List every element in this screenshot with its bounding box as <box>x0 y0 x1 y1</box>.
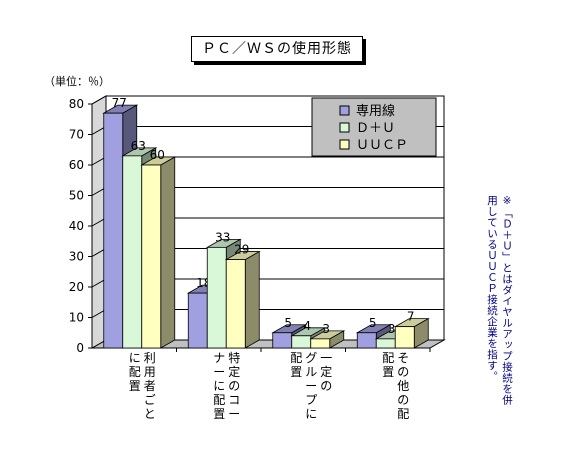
legend-swatch <box>339 139 350 150</box>
bar-1-3 <box>141 164 162 349</box>
category-label-char: 利 <box>144 351 156 365</box>
category-label-char: 定 <box>320 364 332 379</box>
category-label-char: 他 <box>397 379 409 393</box>
category-label-char: そ <box>397 351 409 365</box>
y-tick-label: 70 <box>69 128 84 142</box>
legend-swatch <box>339 105 350 116</box>
data-label: 3 <box>388 322 396 336</box>
bar-3-3 <box>310 338 331 349</box>
category-label-char: 配 <box>382 351 394 365</box>
category-label-char: 一 <box>320 351 332 365</box>
category-label-char: グ <box>305 351 317 365</box>
bar-4-3 <box>394 326 415 349</box>
bar-2-1 <box>187 292 208 349</box>
category-label-char: ル <box>305 365 317 379</box>
data-label: 7 <box>407 310 415 324</box>
bar-2-3 <box>225 259 246 349</box>
data-label: 29 <box>234 243 249 257</box>
category-label-char: の <box>397 365 409 379</box>
category-label-char: 配 <box>290 351 302 365</box>
category-label-char: 置 <box>129 379 141 393</box>
category-label-char: 特 <box>228 350 240 365</box>
unit-label: （単位：％） <box>44 75 110 88</box>
category-label-char: の <box>397 393 409 407</box>
category-label-char: 定 <box>228 364 240 379</box>
bar-4-1 <box>356 332 377 349</box>
y-tick-label: 50 <box>69 189 84 203</box>
data-label: 5 <box>284 316 292 330</box>
y-tick-label: 0 <box>76 341 84 355</box>
bar-2-3-side <box>244 250 260 349</box>
data-label: 63 <box>131 139 146 153</box>
bar-4-2 <box>375 338 396 349</box>
footnote-line-1: ※「Ｄ＋Ｕ」とはダイヤルアップ接続を併 <box>501 195 513 406</box>
category-label-char: 用 <box>144 365 156 379</box>
category-label-char: ー <box>213 365 225 379</box>
category-label-char: の <box>228 379 240 393</box>
category-label-char: に <box>129 351 141 365</box>
data-label: 5 <box>369 316 377 330</box>
data-label: 60 <box>150 148 165 162</box>
category-label-char: に <box>305 407 317 421</box>
chart-title: ＰＣ／ＷＳの使用形態 <box>191 36 363 62</box>
category-label-char: ご <box>144 392 156 407</box>
category-label-char: プ <box>305 393 317 407</box>
footnote-line-2: 用しているＵＵＣＰ接続企業を指す。 <box>486 195 498 382</box>
y-tick-label: 80 <box>69 97 84 111</box>
legend-swatch <box>339 122 350 133</box>
legend-label: ＵＵＣＰ <box>356 138 408 153</box>
y-tick-label: 60 <box>69 158 84 172</box>
footnote: ※「Ｄ＋Ｕ」とはダイヤルアップ接続を併 用しているＵＵＣＰ接続企業を指す。 <box>468 195 514 425</box>
bar-2-2 <box>206 246 227 349</box>
data-label: 33 <box>215 230 230 244</box>
legend-label: 専用線 <box>356 103 395 119</box>
y-tick-label: 10 <box>69 311 84 325</box>
y-tick-label: 20 <box>69 280 84 294</box>
data-label: 77 <box>112 96 127 110</box>
bar-1-1 <box>103 112 124 349</box>
category-label-char: 配 <box>129 365 141 379</box>
bar-1-3-side <box>160 156 176 349</box>
category-label-char: ー <box>305 379 317 393</box>
category-label-char: と <box>144 407 156 421</box>
category-label-char: 置 <box>290 365 302 379</box>
legend-label: Ｄ＋Ｕ <box>356 121 395 136</box>
category-label-char: 置 <box>382 365 394 379</box>
category-label-char: 配 <box>213 393 225 407</box>
y-tick-label: 40 <box>69 219 84 233</box>
category-label-char: に <box>213 379 225 393</box>
category-label-char: コ <box>228 393 240 407</box>
category-label-char: ナ <box>213 351 225 365</box>
gridline <box>91 95 444 105</box>
category-label-char: 配 <box>397 407 409 421</box>
y-tick-label: 30 <box>69 250 84 264</box>
bar-3-1 <box>272 332 293 349</box>
category-label-char: ー <box>228 407 240 421</box>
category-label-char: の <box>320 379 332 393</box>
category-label-char: 置 <box>213 407 225 421</box>
data-label: 3 <box>322 322 330 336</box>
category-label-char: 者 <box>144 379 156 393</box>
legend <box>311 97 437 157</box>
data-label: 4 <box>303 319 311 333</box>
bar-1-2 <box>122 155 143 349</box>
bar-3-2 <box>291 335 312 349</box>
